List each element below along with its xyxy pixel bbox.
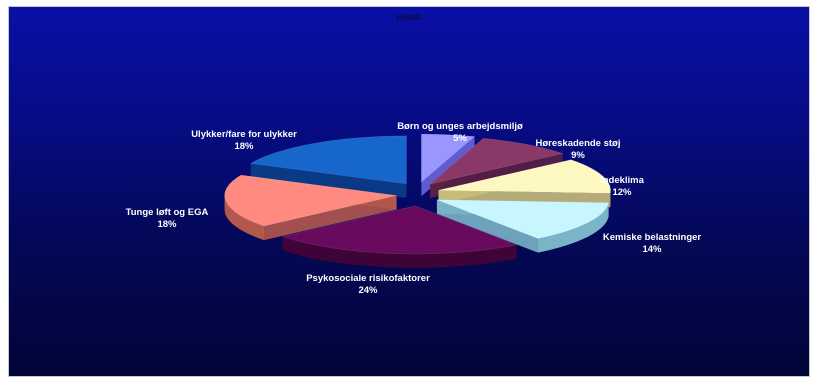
- slice-value-horeskadende-stoj: 9%: [571, 150, 585, 161]
- chart-background: [8, 6, 810, 377]
- slice-horeskadende-stoj: [429, 138, 564, 185]
- slice-label-kemiske-belastninger: Kemiske belastninger: [603, 232, 702, 243]
- slice-side-ulykker-fare-for-ulykker: [250, 163, 407, 198]
- slice-label-born-og-unges-arbejdsmiljo: Børn og unges arbejdsmiljø: [397, 121, 523, 132]
- slice-value-ulykker-fare-for-ulykker: 18%: [234, 141, 254, 152]
- slice-value-psykosociale-risikofaktorer: 24%: [358, 285, 378, 296]
- slice-label-indeklima: Indeklima: [600, 175, 645, 186]
- slice-label-horeskadende-stoj: Høreskadende støj: [536, 138, 621, 149]
- chart-title: Hotels: [396, 12, 422, 22]
- slice-value-kemiske-belastninger: 14%: [642, 244, 662, 255]
- slice-value-born-og-unges-arbejdsmiljo: 5%: [453, 133, 467, 144]
- slice-indeklima: [438, 159, 611, 194]
- slice-label-ulykker-fare-for-ulykker: Ulykker/fare for ulykker: [191, 129, 297, 140]
- slice-label-psykosociale-risikofaktorer: Psykosociale risikofaktorer: [306, 273, 430, 284]
- slice-label-tunge-loft-og-ega: Tunge løft og EGA: [126, 207, 209, 218]
- slice-value-indeklima: 12%: [612, 187, 632, 198]
- slice-tunge-loft-og-ega: [224, 174, 397, 227]
- slice-value-tunge-loft-og-ega: 18%: [157, 219, 177, 230]
- slice-born-og-unges-arbejdsmiljo: [421, 133, 476, 183]
- slice-kemiske-belastninger: [436, 199, 609, 239]
- slice-ulykker-fare-for-ulykker: [249, 135, 407, 185]
- slice-psykosociale-risikofaktorer: [281, 205, 518, 255]
